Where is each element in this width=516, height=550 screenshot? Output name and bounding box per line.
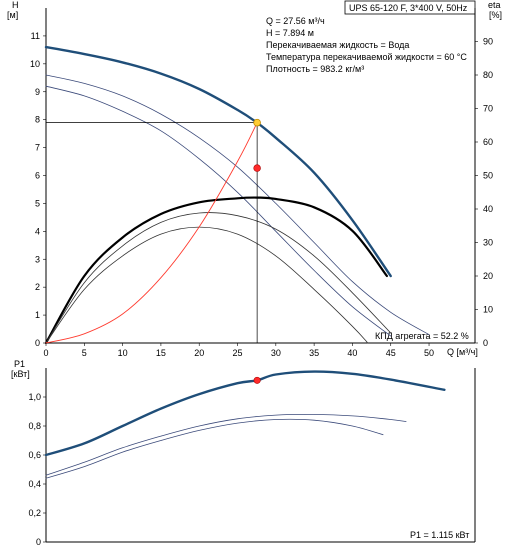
h-tick-label: 0 xyxy=(35,338,40,348)
eta-tick-label: 30 xyxy=(483,238,493,248)
q-tick-label: 25 xyxy=(233,348,243,358)
h-tick-label: 9 xyxy=(35,87,40,97)
eta-tick-label: 90 xyxy=(483,37,493,47)
title-box xyxy=(344,0,476,15)
p1-tick-label: 0,6 xyxy=(28,450,41,460)
h-tick-label: 3 xyxy=(35,254,40,264)
chart-title: UPS 65-120 F, 3*400 V, 50Hz xyxy=(349,3,468,13)
eta-tick-label: 40 xyxy=(483,204,493,214)
h-tick-label: 11 xyxy=(31,31,40,41)
eta-speed-3-curve xyxy=(45,226,369,344)
q-tick-label: 50 xyxy=(424,348,434,358)
p1-tick-label: 0,2 xyxy=(28,508,41,518)
duty-point-head xyxy=(253,118,261,127)
info-line-h: H = 7.894 м xyxy=(266,28,314,38)
eta-axis-unit: [%] xyxy=(489,10,502,20)
power-annotation: P1 = 1.115 кВт xyxy=(410,530,469,540)
q-tick-label: 15 xyxy=(156,348,166,358)
h-axis-label: H xyxy=(12,0,19,10)
q-tick-label: 20 xyxy=(194,348,204,358)
p1-axis-label: P1 xyxy=(14,359,25,369)
duty-point-efficiency xyxy=(253,164,261,172)
p1-tick-label: 1,0 xyxy=(28,392,41,402)
power-speed-2-curve xyxy=(45,413,407,476)
eta-tick-label: 0 xyxy=(483,338,488,348)
q-tick-label: 5 xyxy=(82,348,87,358)
q-tick-label: 10 xyxy=(118,348,128,358)
q-axis-label: Q [м³/ч] xyxy=(447,347,478,357)
h-tick-label: 5 xyxy=(35,198,40,208)
info-line-q: Q = 27.56 м³/ч xyxy=(266,16,325,26)
head-max-curve xyxy=(44,45,392,278)
power-max-curve xyxy=(44,370,446,457)
eta-tick-label: 50 xyxy=(483,171,493,181)
power-speed-3-curve xyxy=(45,418,384,479)
duty-point-power xyxy=(253,376,261,384)
q-tick-label: 30 xyxy=(271,348,281,358)
head-speed-2-curve xyxy=(45,74,430,335)
eta-tick-label: 10 xyxy=(483,305,493,315)
p1-axis-unit: [кВт] xyxy=(11,369,30,379)
q-tick-label: 0 xyxy=(43,348,48,358)
h-tick-label: 7 xyxy=(35,143,40,153)
p1-tick-label: 0 xyxy=(36,537,41,547)
h-tick-label: 8 xyxy=(35,115,40,125)
eta-tick-label: 80 xyxy=(483,70,493,80)
eta-axis-label: eta xyxy=(488,0,501,10)
eta-speed-2-curve xyxy=(45,212,392,344)
head-speed-3-curve xyxy=(45,85,392,337)
info-block: Q = 27.56 м³/ч H = 7.894 м Перекачиваема… xyxy=(266,16,467,74)
p1-tick-label: 0,4 xyxy=(28,479,41,489)
p1-tick-label: 0,8 xyxy=(28,421,41,431)
h-tick-label: 1 xyxy=(35,310,40,320)
q-tick-label: 35 xyxy=(309,348,319,358)
h-tick-label: 4 xyxy=(35,226,40,236)
q-tick-label: 40 xyxy=(347,348,357,358)
system-curve-curve xyxy=(45,122,258,344)
h-tick-label: 2 xyxy=(35,282,40,292)
q-tick-label: 45 xyxy=(386,348,396,358)
eta-tick-label: 20 xyxy=(483,271,493,281)
eta-tick-label: 70 xyxy=(483,104,493,114)
info-line-liquid: Перекачиваемая жидкость = Вода xyxy=(266,40,409,50)
eta-max-curve xyxy=(44,196,388,345)
h-tick-label: 10 xyxy=(30,59,40,69)
h-tick-label: 6 xyxy=(35,171,40,181)
efficiency-annotation: КПД агрегата = 52.2 % xyxy=(375,331,469,341)
eta-tick-label: 60 xyxy=(483,137,493,147)
h-axis-unit: [м] xyxy=(7,10,18,20)
info-line-density: Плотность = 983.2 кг/м³ xyxy=(266,64,364,74)
info-line-temperature: Температура перекачиваемой жидкости = 60… xyxy=(266,52,467,62)
power-plot: 0 0,2 0,4 0,6 0,8 1,0 xyxy=(28,368,476,547)
